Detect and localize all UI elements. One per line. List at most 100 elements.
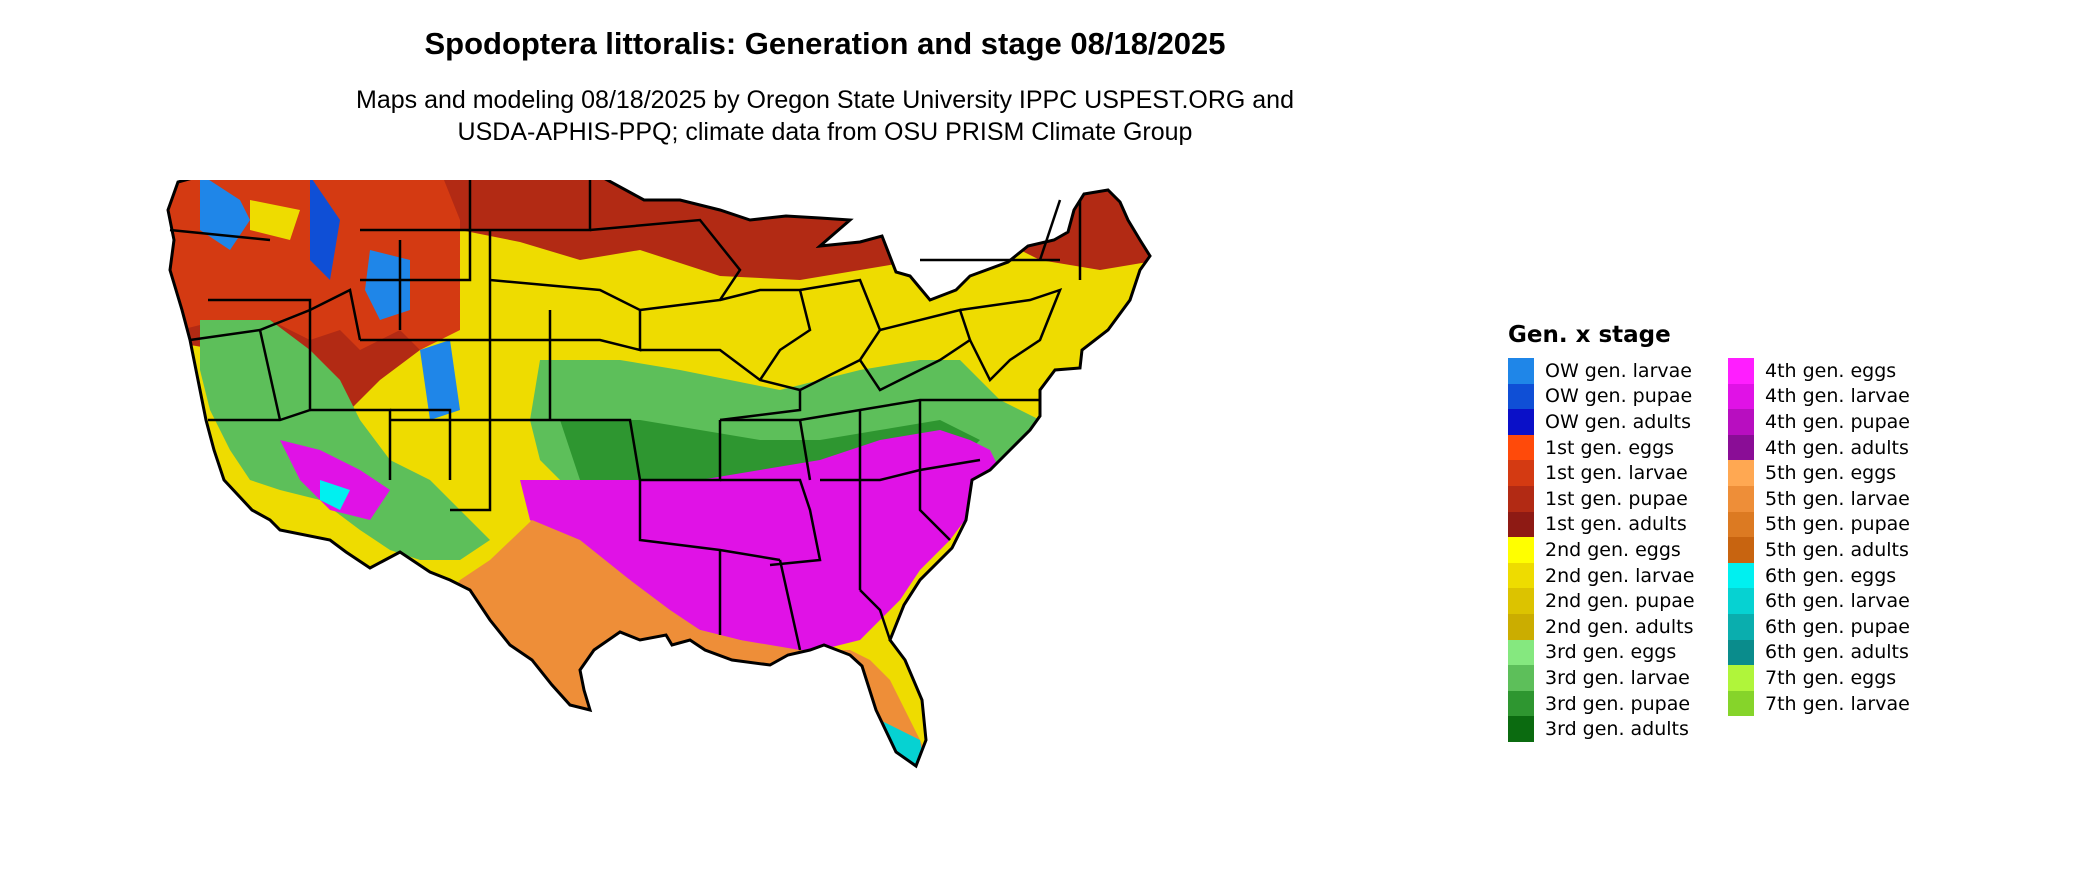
legend-swatch — [1728, 613, 1754, 640]
legend-item: OW gen. pupae — [1508, 383, 1695, 410]
legend-label: 4th gen. larvae — [1765, 385, 1910, 408]
legend-label: 1st gen. pupae — [1545, 487, 1688, 510]
legend-label: OW gen. larvae — [1545, 359, 1692, 382]
legend-swatch — [1508, 639, 1534, 666]
legend-label: 5th gen. eggs — [1765, 462, 1897, 485]
legend-label: 2nd gen. pupae — [1545, 590, 1695, 613]
legend-swatch — [1728, 485, 1754, 512]
legend-item: 4th gen. eggs — [1728, 358, 1910, 384]
legend-swatch — [1508, 383, 1534, 410]
region-6th-gen-eggs-desert — [320, 480, 350, 510]
region-ow-gen-larvae-3 — [420, 340, 460, 420]
legend-swatch — [1508, 690, 1534, 717]
legend-swatch — [1508, 434, 1534, 461]
region-4th-gen-larvae-desert — [280, 440, 390, 520]
legend-swatch — [1728, 383, 1754, 410]
legend-swatch — [1728, 537, 1754, 563]
legend-item: 4th gen. pupae — [1728, 409, 1910, 435]
legend-swatch — [1728, 588, 1754, 614]
legend-item: 7th gen. eggs — [1728, 665, 1910, 691]
legend-label: 6th gen. larvae — [1765, 590, 1910, 613]
legend-swatch — [1508, 409, 1534, 435]
legend-label: 1st gen. eggs — [1545, 436, 1675, 459]
region-6th-gen-eggs-texas — [520, 700, 590, 766]
legend-label: 5th gen. larvae — [1765, 487, 1910, 510]
legend-label: 4th gen. eggs — [1765, 359, 1897, 382]
legend-item: 1st gen. adults — [1508, 511, 1695, 538]
legend-column-2: 4th gen. eggs 4th gen. larvae 4th gen. pup… — [1728, 358, 1910, 717]
region-ow-gen-larvae-1 — [200, 180, 250, 250]
legend-label: 5th gen. pupae — [1765, 513, 1910, 536]
legend-label: 2nd gen. adults — [1545, 615, 1694, 638]
legend-swatch — [1508, 537, 1534, 563]
legend-item: 6th gen. adults — [1728, 639, 1910, 666]
legend-label: 6th gen. pupae — [1765, 615, 1910, 638]
legend-swatch — [1508, 485, 1534, 512]
legend-swatch — [1508, 511, 1534, 538]
legend-swatch — [1728, 562, 1754, 589]
legend-label: 3rd gen. adults — [1545, 718, 1689, 741]
legend-label: 5th gen. adults — [1765, 538, 1909, 561]
map-subtitle: Maps and modeling 08/18/2025 by Oregon S… — [250, 84, 1400, 148]
legend-label: 7th gen. larvae — [1765, 692, 1910, 715]
legend-label: 7th gen. eggs — [1765, 666, 1897, 689]
legend-item: OW gen. larvae — [1508, 358, 1695, 384]
legend-item: 7th gen. larvae — [1728, 690, 1910, 717]
region-3rd-gen-larvae-west — [200, 320, 490, 560]
stage-regions — [168, 180, 1150, 766]
legend-swatch — [1508, 588, 1534, 614]
legend-label: OW gen. pupae — [1545, 385, 1693, 408]
legend-label: 4th gen. pupae — [1765, 410, 1910, 433]
legend-label: 1st gen. larvae — [1545, 462, 1688, 485]
legend-label: 6th gen. adults — [1765, 641, 1909, 664]
legend-item: 2nd gen. pupae — [1508, 588, 1695, 614]
legend-column-1: OW gen. larvae OW gen. pupae OW gen. adult… — [1508, 358, 1695, 742]
legend-swatch — [1508, 665, 1534, 691]
legend-item: 2nd gen. adults — [1508, 613, 1695, 640]
legend-swatch — [1728, 639, 1754, 666]
legend-item: OW gen. adults — [1508, 409, 1695, 435]
legend-label: OW gen. adults — [1545, 410, 1692, 433]
legend-item: 6th gen. larvae — [1728, 588, 1910, 614]
legend-label: 3rd gen. larvae — [1545, 666, 1690, 689]
legend-item: 4th gen. larvae — [1728, 383, 1910, 410]
region-ow-gen-pupae-1 — [310, 180, 340, 280]
legend-label: 1st gen. adults — [1545, 513, 1687, 536]
legend-label: 4th gen. adults — [1765, 436, 1909, 459]
legend-item: 1st gen. pupae — [1508, 485, 1695, 512]
legend-swatch — [1728, 460, 1754, 486]
region-2nd-gen-larvae-idaho — [250, 200, 300, 240]
state-borders — [166, 180, 1152, 769]
legend-label: 3rd gen. pupae — [1545, 692, 1691, 715]
legend-swatch — [1508, 613, 1534, 640]
legend-item: 2nd gen. larvae — [1508, 562, 1695, 589]
legend-swatch — [1508, 562, 1534, 589]
legend-item: 1st gen. eggs — [1508, 434, 1695, 461]
legend-label: 2nd gen. larvae — [1545, 564, 1695, 587]
legend-label: 6th gen. eggs — [1765, 564, 1897, 587]
legend-item: 2nd gen. eggs — [1508, 537, 1695, 563]
legend-swatch — [1728, 665, 1754, 691]
legend-swatch — [1728, 434, 1754, 461]
map-title: Spodoptera littoralis: Generation and st… — [424, 26, 1226, 61]
legend-item: 5th gen. larvae — [1728, 485, 1910, 512]
legend-item: 3rd gen. adults — [1508, 716, 1695, 742]
legend-item: 6th gen. eggs — [1728, 562, 1910, 589]
us-phenology-map — [166, 180, 1152, 769]
legend-item: 4th gen. adults — [1728, 434, 1910, 461]
legend-item: 3rd gen. larvae — [1508, 665, 1695, 691]
legend-item: 5th gen. pupae — [1728, 511, 1910, 538]
legend-swatch — [1728, 690, 1754, 717]
legend-item: 1st gen. larvae — [1508, 460, 1695, 486]
legend-swatch — [1508, 716, 1534, 742]
legend-swatch — [1728, 358, 1754, 384]
legend-item: 3rd gen. eggs — [1508, 639, 1695, 666]
legend-swatch — [1508, 358, 1534, 384]
legend-item: 5th gen. eggs — [1728, 460, 1910, 486]
legend-item: 3rd gen. pupae — [1508, 690, 1695, 717]
legend-item: 5th gen. adults — [1728, 537, 1910, 563]
legend-swatch — [1728, 511, 1754, 538]
legend-label: 3rd gen. eggs — [1545, 641, 1677, 664]
legend-swatch — [1728, 409, 1754, 435]
legend-item: 6th gen. pupae — [1728, 613, 1910, 640]
